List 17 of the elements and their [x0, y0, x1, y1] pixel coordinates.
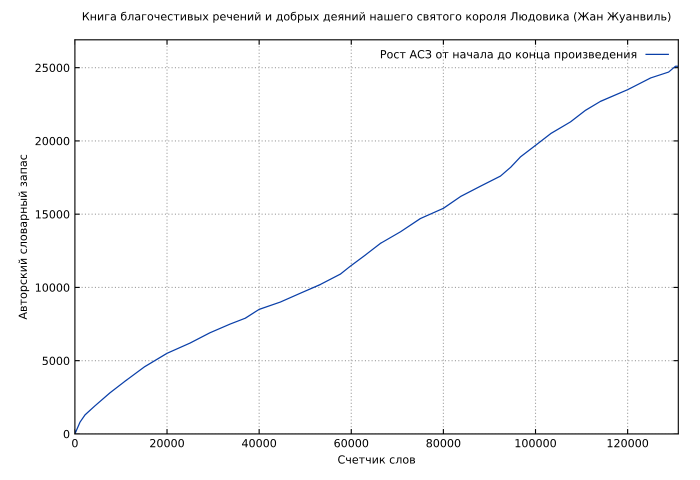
x-tick-label: 0	[72, 438, 78, 448]
y-tick-label: 10000	[36, 283, 70, 292]
x-tick-label: 60000	[334, 438, 368, 448]
y-axis-title: Авторский словарный запас	[18, 154, 30, 320]
y-tick-label: 0	[64, 430, 70, 438]
x-tick-label: 120000	[608, 438, 648, 448]
y-tick-label: 20000	[36, 136, 70, 146]
y-tick-label: 25000	[36, 64, 70, 72]
y-tick-label: 15000	[36, 210, 70, 219]
x-axis-title: Счетчик слов	[338, 455, 416, 464]
x-tick-label: 100000	[516, 438, 556, 448]
legend-label: Рост АСЗ от начала до конца произведения	[380, 50, 636, 61]
x-tick-label: 40000	[242, 438, 276, 448]
chart-title: Книга благочестивых речений и добрых деяний нашего святого короля Людовика (Жан Жуанвиль)	[82, 12, 670, 23]
y-tick-label: 5000	[42, 356, 70, 366]
x-tick-label: 80000	[426, 438, 460, 448]
x-tick-label: 20000	[150, 438, 184, 448]
